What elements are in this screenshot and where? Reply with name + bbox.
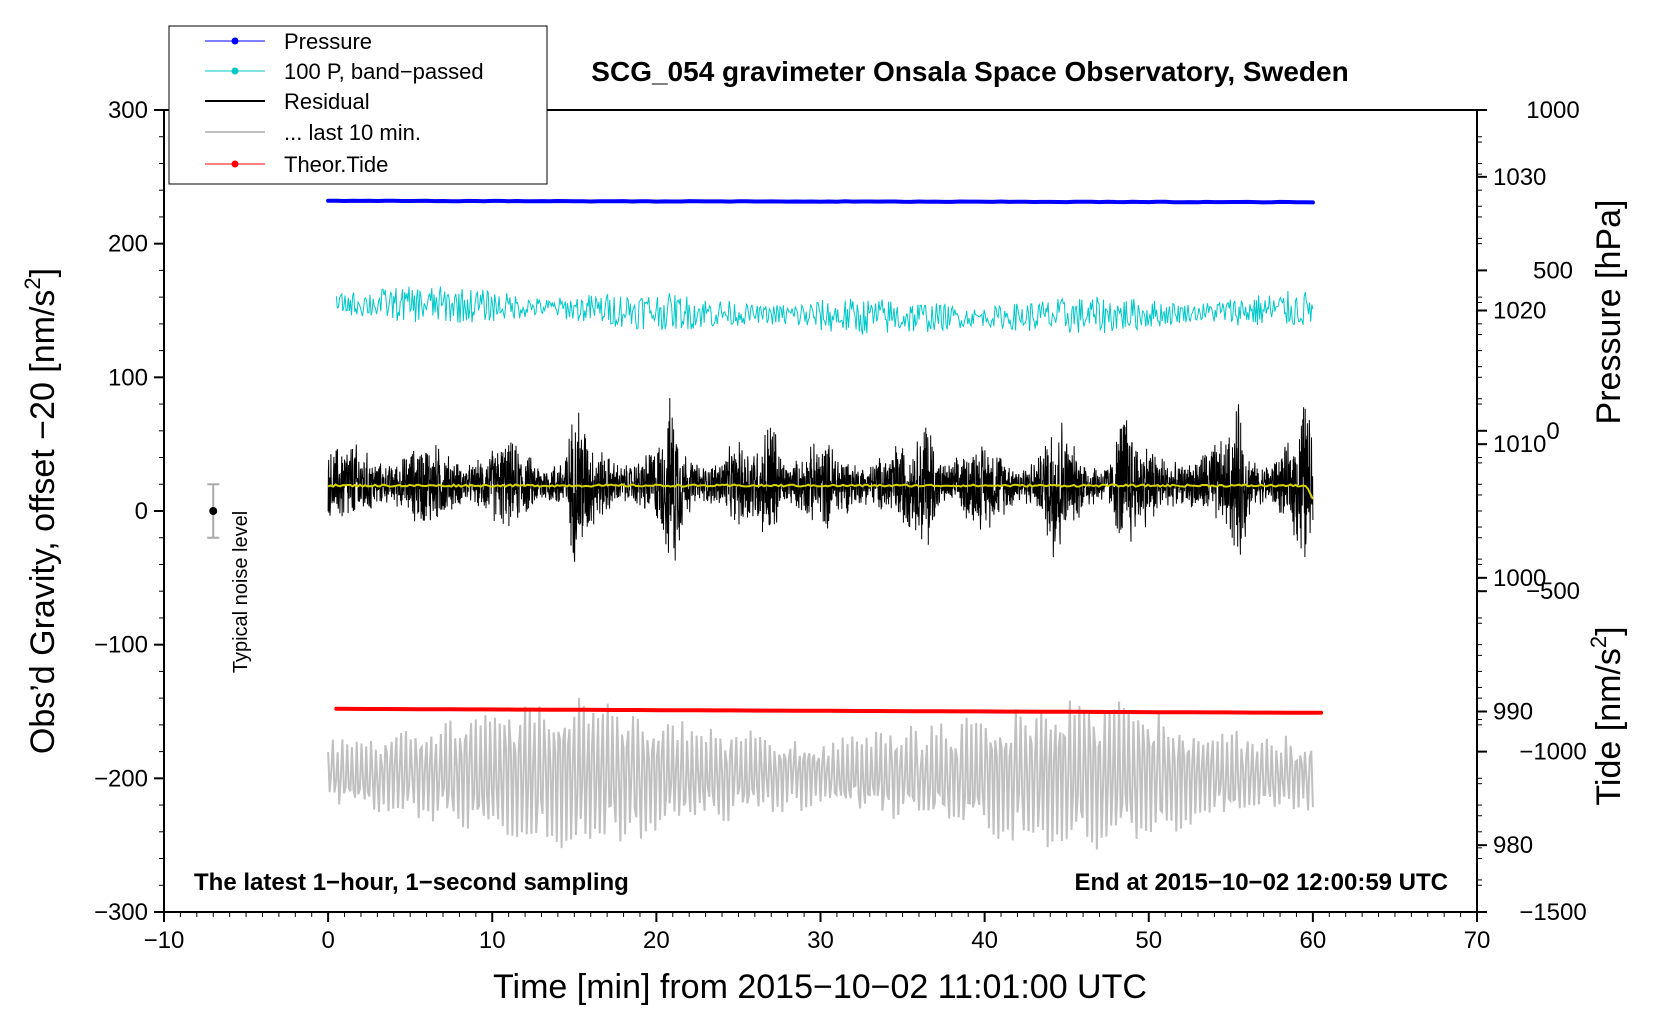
noise-level-label: Typical noise level xyxy=(230,511,252,673)
chart-title: SCG_054 gravimeter Onsala Space Observat… xyxy=(591,56,1348,87)
tide-axis-title-main: Tide [nm/s xyxy=(1590,648,1628,805)
legend-item-last-10-min: ... last 10 min. xyxy=(205,120,421,145)
noise-indicator xyxy=(207,483,220,539)
y-axis-title-left-end: ] xyxy=(24,268,62,277)
y-tick-label: −300 xyxy=(94,899,148,926)
x-tick-label: 20 xyxy=(643,927,670,954)
pressure-axis-title: Pressure [hPa] xyxy=(1590,200,1628,425)
pressure-tick-label: 1000 xyxy=(1493,565,1546,592)
y-axis-title-left: Obs’d Gravity, offset −20 [nm/s2] xyxy=(20,268,62,754)
legend-item-band-passed: 100 P, band−passed xyxy=(205,59,484,84)
x-tick-label: 30 xyxy=(807,927,834,954)
x-tick-label: 0 xyxy=(321,927,334,954)
pressure-tick-label: 980 xyxy=(1493,832,1533,859)
pressure-tick-label: 1010 xyxy=(1493,431,1546,458)
tide-axis-title-sup: 2 xyxy=(1586,636,1611,648)
y-tick-label: 100 xyxy=(108,364,148,391)
y-axis-title-left-sup: 2 xyxy=(20,277,45,289)
sampling-note: The latest 1−hour, 1−second sampling xyxy=(194,869,629,896)
tide-tick-label: −1000 xyxy=(1519,739,1586,766)
series-residual xyxy=(327,398,1314,562)
series-last-10-min xyxy=(327,697,1314,850)
series-theor-tide xyxy=(334,706,1324,715)
legend-item-pressure: Pressure xyxy=(205,29,372,54)
pressure-tick-label: 1030 xyxy=(1493,164,1546,191)
y-tick-label: 300 xyxy=(108,97,148,124)
legend-label-residual: Residual xyxy=(284,89,370,114)
legend-label-band-passed: 100 P, band−passed xyxy=(284,59,484,84)
tide-tick-label: 1000 xyxy=(1526,97,1579,124)
legend-label-theor-tide: Theor.Tide xyxy=(284,152,388,177)
series-layer xyxy=(326,198,1324,850)
x-tick-label: 60 xyxy=(1300,927,1327,954)
y-axis-title-left-main: Obs’d Gravity, offset −20 [nm/s xyxy=(24,290,62,755)
x-tick-label: 10 xyxy=(479,927,506,954)
y-tick-label: 200 xyxy=(108,231,148,258)
x-tick-label: 50 xyxy=(1135,927,1162,954)
legend-label-pressure: Pressure xyxy=(284,29,372,54)
legend: Pressure 100 P, band−passed Residual ...… xyxy=(168,25,548,185)
x-tick-label: −10 xyxy=(144,927,185,954)
legend-box xyxy=(168,25,548,185)
tide-tick-label: 500 xyxy=(1533,257,1573,284)
legend-marker-pressure xyxy=(231,37,239,45)
series-band-passed-pressure xyxy=(335,286,1314,335)
x-tick-label: 70 xyxy=(1464,927,1491,954)
legend-item-theor-tide: Theor.Tide xyxy=(205,152,388,177)
pressure-tick-label: 1020 xyxy=(1493,298,1546,325)
tide-tick-label: 0 xyxy=(1546,418,1559,445)
series-residual-smoothed xyxy=(327,483,1314,500)
series-pressure xyxy=(326,198,1315,205)
x-axis-title: Time [min] from 2015−10−02 11:01:00 UTC xyxy=(493,968,1147,1006)
x-tick-label: 40 xyxy=(971,927,998,954)
tide-tick-label: −1500 xyxy=(1519,899,1586,926)
tide-axis-title-end: ] xyxy=(1590,626,1628,635)
tide-tick-label: −500 xyxy=(1526,578,1580,605)
legend-marker-band-passed xyxy=(231,67,239,75)
tide-axis-title: Tide [nm/s2] xyxy=(1586,626,1628,805)
y-tick-label: 0 xyxy=(135,498,148,525)
legend-item-residual: Residual xyxy=(205,89,370,114)
y-tick-label: −100 xyxy=(94,632,148,659)
pressure-tick-label: 990 xyxy=(1493,699,1533,726)
y-tick-label: −200 xyxy=(94,765,148,792)
end-time-note: End at 2015−10−02 12:00:59 UTC xyxy=(1074,869,1448,896)
legend-marker-theor-tide xyxy=(231,160,239,168)
ticks-layer: −10 0 10 20 30 40 50 60 70−300−200−1000100200300… xyxy=(94,97,1587,954)
noise-bar-dot xyxy=(209,507,218,515)
legend-label-last-10-min: ... last 10 min. xyxy=(284,120,421,145)
